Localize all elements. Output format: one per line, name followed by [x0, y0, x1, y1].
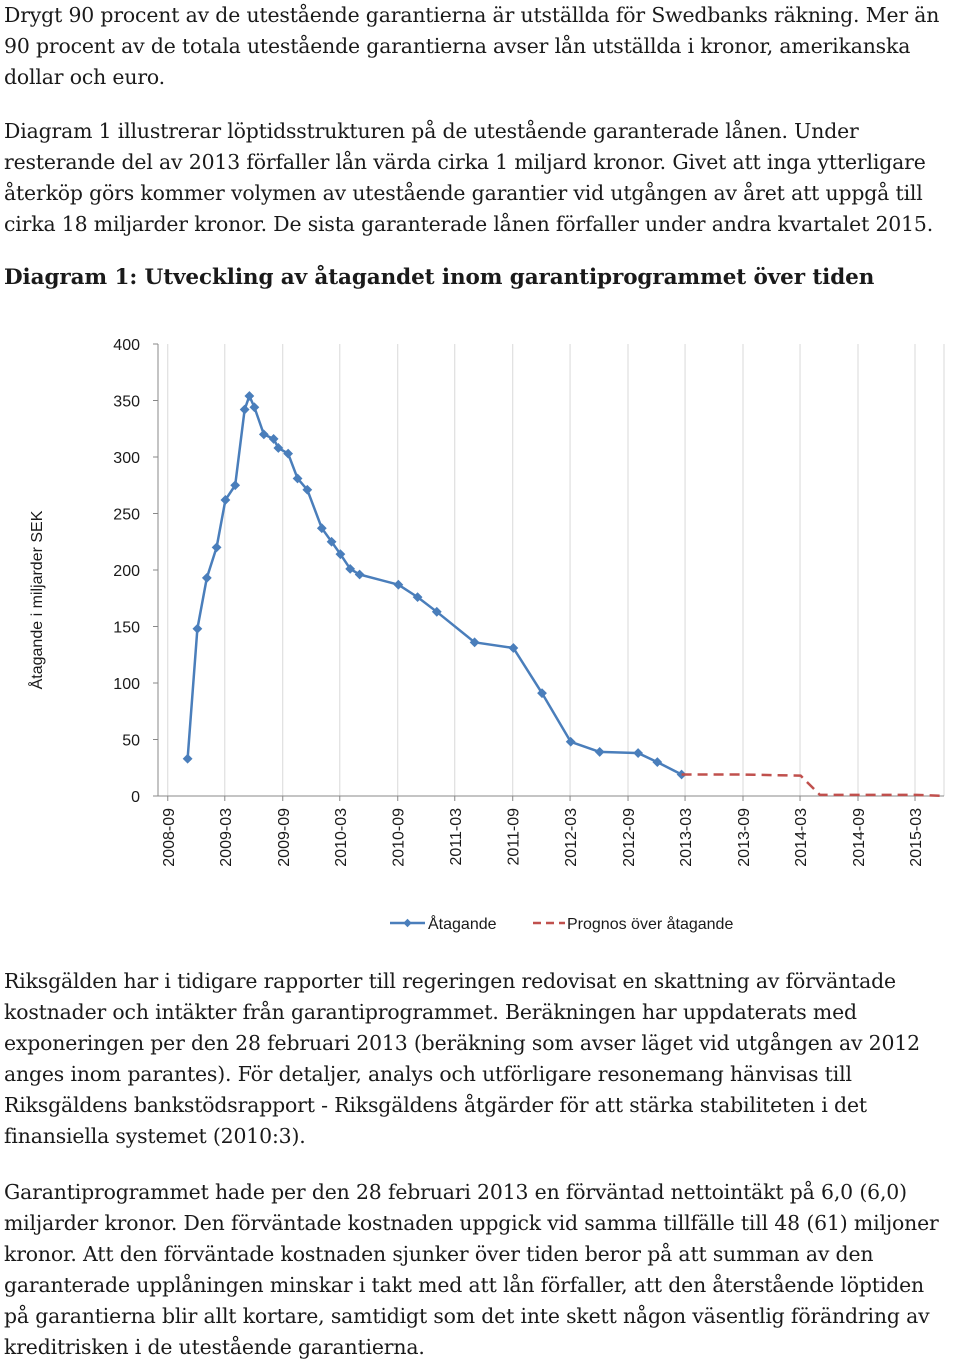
x-tick-label-1: 2009-03 — [218, 808, 235, 867]
x-tick-label-3: 2010-03 — [333, 808, 350, 867]
data-point-0-17 — [335, 549, 346, 560]
chart-diagram-1: 0 50 100 150 200 250 300 350 400 Åtagande i milja… — [27, 337, 945, 933]
x-tick-label-13: 2015-03 — [908, 808, 925, 867]
legend-label-1: Prognos över åtagande — [567, 915, 733, 933]
data-point-0-23 — [469, 637, 480, 648]
x-tick-label-8: 2012-09 — [621, 808, 638, 867]
y-tick-label-250: 250 — [113, 507, 140, 524]
x-tick-label-12: 2014-09 — [851, 808, 868, 867]
data-point-0-19 — [354, 569, 365, 580]
data-point-0-0 — [182, 753, 193, 764]
data-point-0-14 — [302, 484, 313, 495]
data-point-0-3 — [211, 542, 222, 553]
y-tick-label-400: 400 — [113, 337, 140, 354]
y-tick-label-50: 50 — [122, 733, 140, 750]
y-tick-label-200: 200 — [113, 563, 140, 580]
data-point-0-18 — [345, 563, 356, 574]
x-tick-label-5: 2011-03 — [448, 808, 465, 866]
data-point-0-22 — [431, 606, 442, 617]
data-point-0-8 — [249, 402, 260, 413]
data-point-0-13 — [292, 473, 303, 484]
data-point-0-27 — [594, 747, 605, 757]
x-tick-label-6: 2011-09 — [506, 808, 523, 866]
x-tick-label-7: 2012-03 — [563, 808, 580, 867]
data-point-0-26 — [565, 736, 576, 747]
data-point-0-5 — [230, 480, 241, 491]
chart-legend: Åtagande Prognos över åtagande — [390, 914, 733, 933]
data-point-0-2 — [201, 573, 212, 583]
data-point-0-4 — [220, 495, 231, 505]
paragraph-3: Riksgälden har i tidigare rapporter till… — [4, 969, 920, 1148]
diagram-heading: Diagram 1: Utveckling av åtagandet inom … — [4, 265, 875, 290]
chart-series — [182, 391, 945, 798]
series-line-0 — [186, 394, 683, 776]
data-point-0-21 — [412, 592, 423, 603]
y-tick-label-150: 150 — [113, 620, 140, 637]
x-tick-label-2: 2009-09 — [276, 808, 293, 867]
data-point-0-12 — [283, 448, 294, 459]
legend-label-0: Åtagande — [428, 914, 497, 933]
data-point-0-16 — [326, 536, 337, 547]
y-tick-label-0: 0 — [131, 789, 140, 806]
series-line-1 — [681, 773, 945, 798]
data-point-0-6 — [239, 404, 250, 415]
paragraph-4: Garantiprogrammet hade per den 28 februa… — [4, 1180, 939, 1359]
x-tick-label-9: 2013-03 — [678, 808, 695, 867]
legend-marker-0 — [403, 918, 412, 928]
data-point-0-24 — [508, 643, 519, 653]
y-axis-label: Åtagande i miljarder SEK — [27, 510, 46, 689]
data-point-0-1 — [192, 623, 203, 634]
x-tick-label-11: 2014-03 — [793, 808, 810, 867]
data-point-0-7 — [244, 391, 255, 401]
data-point-0-10 — [268, 434, 279, 444]
y-tick-label-300: 300 — [113, 450, 140, 467]
data-point-0-20 — [393, 579, 404, 590]
data-point-0-15 — [316, 523, 327, 534]
chart-grid — [167, 344, 945, 796]
data-point-0-28 — [633, 748, 644, 758]
data-point-0-25 — [537, 688, 547, 699]
data-point-0-29 — [652, 757, 663, 768]
data-point-0-11 — [273, 443, 284, 453]
data-point-0-9 — [258, 429, 269, 440]
chart-axes: 0 50 100 150 200 250 300 350 400 Åtagande i milja… — [27, 337, 944, 867]
y-tick-label-350: 350 — [113, 394, 140, 411]
paragraph-1: Drygt 90 procent av de utestående garant… — [4, 3, 940, 89]
x-tick-label-10: 2013-09 — [736, 808, 753, 867]
x-tick-label-0: 2008-09 — [161, 808, 178, 867]
x-tick-label-4: 2010-09 — [391, 808, 408, 867]
y-tick-label-100: 100 — [113, 676, 140, 693]
paragraph-2: Diagram 1 illustrerar löptidsstrukturen … — [4, 119, 934, 236]
